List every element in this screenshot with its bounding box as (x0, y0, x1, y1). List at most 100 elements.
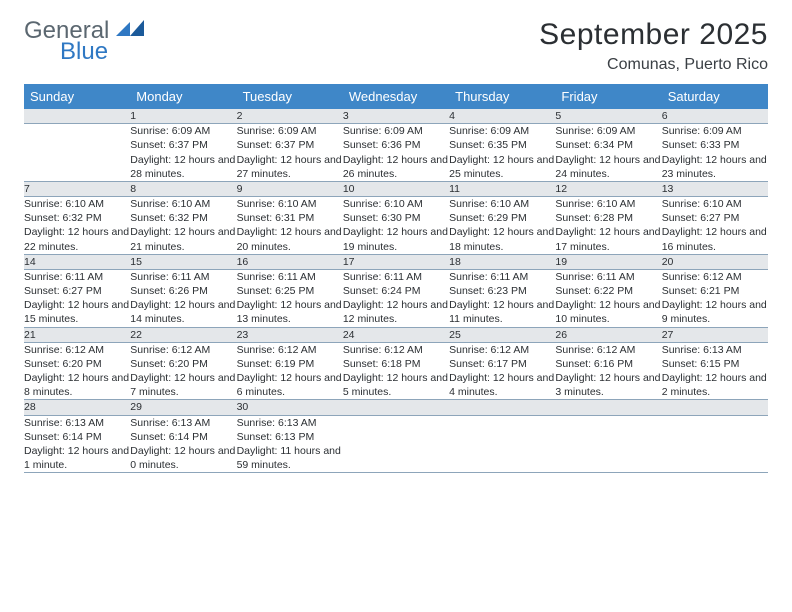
sunrise-text: Sunrise: 6:09 AM (555, 124, 661, 138)
day-info: Sunrise: 6:13 AMSunset: 6:13 PMDaylight:… (237, 415, 343, 473)
day-info: Sunrise: 6:11 AMSunset: 6:27 PMDaylight:… (24, 269, 130, 327)
daylight-text: Daylight: 12 hours and 8 minutes. (24, 371, 130, 399)
brand-logo: General Blue (24, 18, 146, 64)
day-info: Sunrise: 6:10 AMSunset: 6:28 PMDaylight:… (555, 197, 661, 255)
sunrise-text: Sunrise: 6:13 AM (24, 416, 130, 430)
sunrise-text: Sunrise: 6:12 AM (24, 343, 130, 357)
day-number: 16 (237, 254, 343, 269)
day-info: Sunrise: 6:13 AMSunset: 6:14 PMDaylight:… (130, 415, 236, 473)
day-number: 12 (555, 181, 661, 196)
sunrise-text: Sunrise: 6:12 AM (555, 343, 661, 357)
sunset-text: Sunset: 6:14 PM (24, 430, 130, 444)
day-info: Sunrise: 6:10 AMSunset: 6:32 PMDaylight:… (24, 197, 130, 255)
day-number: 22 (130, 327, 236, 342)
day-number-row: 14151617181920 (24, 254, 768, 269)
day-number: 14 (24, 254, 130, 269)
day-info (555, 415, 661, 473)
sunset-text: Sunset: 6:30 PM (343, 211, 449, 225)
sunrise-text: Sunrise: 6:13 AM (662, 343, 768, 357)
daylight-text: Daylight: 11 hours and 59 minutes. (237, 444, 343, 472)
sunset-text: Sunset: 6:37 PM (237, 138, 343, 152)
sunrise-text: Sunrise: 6:09 AM (237, 124, 343, 138)
sunset-text: Sunset: 6:31 PM (237, 211, 343, 225)
sunset-text: Sunset: 6:27 PM (662, 211, 768, 225)
day-info: Sunrise: 6:09 AMSunset: 6:35 PMDaylight:… (449, 124, 555, 182)
daylight-text: Daylight: 12 hours and 3 minutes. (555, 371, 661, 399)
sunrise-text: Sunrise: 6:12 AM (130, 343, 236, 357)
day-number: 17 (343, 254, 449, 269)
day-number: 23 (237, 327, 343, 342)
day-info: Sunrise: 6:13 AMSunset: 6:15 PMDaylight:… (662, 342, 768, 400)
daylight-text: Daylight: 12 hours and 18 minutes. (449, 225, 555, 253)
sunset-text: Sunset: 6:29 PM (449, 211, 555, 225)
sunrise-text: Sunrise: 6:09 AM (662, 124, 768, 138)
sunrise-text: Sunrise: 6:10 AM (449, 197, 555, 211)
day-number: 10 (343, 181, 449, 196)
sunrise-text: Sunrise: 6:10 AM (555, 197, 661, 211)
daylight-text: Daylight: 12 hours and 5 minutes. (343, 371, 449, 399)
day-info (343, 415, 449, 473)
daylight-text: Daylight: 12 hours and 19 minutes. (343, 225, 449, 253)
day-number: 9 (237, 181, 343, 196)
day-number: 2 (237, 109, 343, 124)
day-number (343, 400, 449, 415)
daylight-text: Daylight: 12 hours and 28 minutes. (130, 153, 236, 181)
sunset-text: Sunset: 6:36 PM (343, 138, 449, 152)
day-number: 25 (449, 327, 555, 342)
day-number: 27 (662, 327, 768, 342)
day-number: 11 (449, 181, 555, 196)
sunset-text: Sunset: 6:24 PM (343, 284, 449, 298)
day-info: Sunrise: 6:12 AMSunset: 6:18 PMDaylight:… (343, 342, 449, 400)
sunrise-text: Sunrise: 6:11 AM (555, 270, 661, 284)
day-info: Sunrise: 6:13 AMSunset: 6:14 PMDaylight:… (24, 415, 130, 473)
sunset-text: Sunset: 6:34 PM (555, 138, 661, 152)
sunrise-text: Sunrise: 6:12 AM (662, 270, 768, 284)
day-info: Sunrise: 6:11 AMSunset: 6:25 PMDaylight:… (237, 269, 343, 327)
sunrise-text: Sunrise: 6:11 AM (24, 270, 130, 284)
day-info: Sunrise: 6:10 AMSunset: 6:31 PMDaylight:… (237, 197, 343, 255)
daylight-text: Daylight: 12 hours and 25 minutes. (449, 153, 555, 181)
sunrise-text: Sunrise: 6:10 AM (237, 197, 343, 211)
day-info-row: Sunrise: 6:13 AMSunset: 6:14 PMDaylight:… (24, 415, 768, 473)
sunrise-text: Sunrise: 6:11 AM (130, 270, 236, 284)
sunrise-text: Sunrise: 6:09 AM (130, 124, 236, 138)
day-info (24, 124, 130, 182)
daylight-text: Daylight: 12 hours and 13 minutes. (237, 298, 343, 326)
day-info: Sunrise: 6:11 AMSunset: 6:22 PMDaylight:… (555, 269, 661, 327)
sunset-text: Sunset: 6:15 PM (662, 357, 768, 371)
daylight-text: Daylight: 12 hours and 7 minutes. (130, 371, 236, 399)
sunrise-text: Sunrise: 6:11 AM (449, 270, 555, 284)
day-info: Sunrise: 6:11 AMSunset: 6:24 PMDaylight:… (343, 269, 449, 327)
daylight-text: Daylight: 12 hours and 20 minutes. (237, 225, 343, 253)
daylight-text: Daylight: 12 hours and 26 minutes. (343, 153, 449, 181)
day-info: Sunrise: 6:10 AMSunset: 6:27 PMDaylight:… (662, 197, 768, 255)
daylight-text: Daylight: 12 hours and 27 minutes. (237, 153, 343, 181)
day-info: Sunrise: 6:09 AMSunset: 6:37 PMDaylight:… (237, 124, 343, 182)
day-info: Sunrise: 6:12 AMSunset: 6:16 PMDaylight:… (555, 342, 661, 400)
sunrise-text: Sunrise: 6:10 AM (662, 197, 768, 211)
day-number: 1 (130, 109, 236, 124)
sunset-text: Sunset: 6:25 PM (237, 284, 343, 298)
day-number-row: 123456 (24, 109, 768, 124)
sunset-text: Sunset: 6:28 PM (555, 211, 661, 225)
sunrise-text: Sunrise: 6:12 AM (449, 343, 555, 357)
day-info: Sunrise: 6:11 AMSunset: 6:26 PMDaylight:… (130, 269, 236, 327)
daylight-text: Daylight: 12 hours and 9 minutes. (662, 298, 768, 326)
day-number (555, 400, 661, 415)
sunset-text: Sunset: 6:20 PM (130, 357, 236, 371)
daylight-text: Daylight: 12 hours and 1 minute. (24, 444, 130, 472)
day-info: Sunrise: 6:12 AMSunset: 6:20 PMDaylight:… (24, 342, 130, 400)
daylight-text: Daylight: 12 hours and 16 minutes. (662, 225, 768, 253)
day-number-row: 282930 (24, 400, 768, 415)
day-number-row: 21222324252627 (24, 327, 768, 342)
day-info: Sunrise: 6:10 AMSunset: 6:30 PMDaylight:… (343, 197, 449, 255)
weekday-header-row: Sunday Monday Tuesday Wednesday Thursday… (24, 84, 768, 109)
sunset-text: Sunset: 6:18 PM (343, 357, 449, 371)
sunrise-text: Sunrise: 6:10 AM (24, 197, 130, 211)
weekday-header: Wednesday (343, 84, 449, 109)
sunrise-text: Sunrise: 6:10 AM (343, 197, 449, 211)
day-number: 4 (449, 109, 555, 124)
daylight-text: Daylight: 12 hours and 23 minutes. (662, 153, 768, 181)
sunset-text: Sunset: 6:16 PM (555, 357, 661, 371)
page-title: September 2025 (539, 18, 768, 52)
